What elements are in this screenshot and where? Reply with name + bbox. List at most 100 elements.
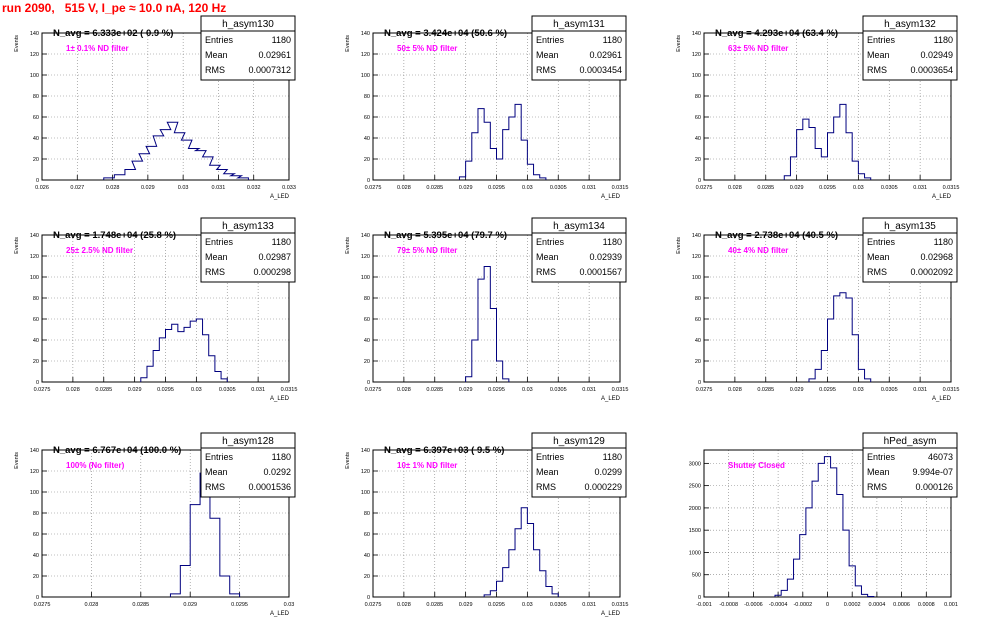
x-tick-label: 0.0285 xyxy=(426,185,443,191)
stat-name: RMS xyxy=(205,482,225,492)
y-tick-label: 40 xyxy=(364,136,370,142)
x-tick-label: 0.027 xyxy=(70,185,84,191)
stat-value: 0.000298 xyxy=(253,267,291,277)
x-tick-label: 0.03 xyxy=(191,387,202,393)
x-tick-label: 0.0295 xyxy=(819,387,836,393)
y-tick-label: 140 xyxy=(30,31,39,37)
stats-box xyxy=(531,217,627,283)
y-tick-label: 80 xyxy=(364,94,370,100)
y-tick-label: 60 xyxy=(695,317,701,323)
histogram-title: h_asym129 xyxy=(553,436,605,447)
x-tick-label: 0.031 xyxy=(251,387,265,393)
x-tick-label: 0.001 xyxy=(944,602,958,608)
navg-label: N_avg = 6.333e+02 ( 0.9 %) xyxy=(53,28,173,39)
y-tick-label: 80 xyxy=(33,296,39,302)
x-tick-label: 0.028 xyxy=(728,387,742,393)
stat-value: 0.0001567 xyxy=(579,267,622,277)
stat-name: Entries xyxy=(536,452,565,462)
navg-label: N_avg = 2.738e+04 (40.5 %) xyxy=(715,230,838,241)
x-tick-label: 0.028 xyxy=(397,602,411,608)
x-tick-label: 0.0315 xyxy=(612,185,629,191)
stat-value: 0.02961 xyxy=(258,50,291,60)
stat-name: RMS xyxy=(205,65,225,75)
y-axis-label: Events xyxy=(345,35,351,52)
run-title: run 2090, 515 V, I_pe ≈ 10.0 nA, 120 Hz xyxy=(2,1,227,15)
x-tick-label: 0.03 xyxy=(284,602,295,608)
filter-annotation: 10± 1% ND filter xyxy=(397,461,457,470)
y-axis-label: Events xyxy=(345,452,351,469)
y-tick-label: 40 xyxy=(33,553,39,559)
x-axis-label: A_LED xyxy=(270,611,290,617)
x-tick-label: 0.0275 xyxy=(365,185,382,191)
y-tick-label: 3000 xyxy=(689,461,701,467)
y-tick-label: 80 xyxy=(364,511,370,517)
y-axis-label: Events xyxy=(676,35,682,52)
y-tick-label: 1000 xyxy=(689,550,701,556)
stat-name: RMS xyxy=(867,267,887,277)
navg-label: N_avg = 4.293e+04 (63.4 %) xyxy=(715,28,838,39)
y-tick-label: 140 xyxy=(361,31,370,37)
x-tick-label: 0.029 xyxy=(790,185,804,191)
stat-name: RMS xyxy=(536,482,556,492)
x-tick-label: 0.0285 xyxy=(757,185,774,191)
y-tick-label: 40 xyxy=(364,553,370,559)
stat-value: 0.02961 xyxy=(589,50,622,60)
x-tick-label: 0.028 xyxy=(397,185,411,191)
y-tick-label: 80 xyxy=(364,296,370,302)
y-tick-label: 60 xyxy=(33,532,39,538)
y-tick-label: 120 xyxy=(30,469,39,475)
y-tick-label: 20 xyxy=(33,359,39,365)
x-tick-label: 0.0295 xyxy=(231,602,248,608)
stat-value: 1180 xyxy=(272,237,291,247)
stat-value: 1180 xyxy=(603,237,622,247)
x-tick-label: 0.0285 xyxy=(426,602,443,608)
stat-name: RMS xyxy=(536,65,556,75)
y-tick-label: 120 xyxy=(692,254,701,260)
stat-value: 0.000229 xyxy=(584,482,622,492)
stat-name: Mean xyxy=(867,50,890,60)
x-tick-label: 0.031 xyxy=(913,387,927,393)
filter-annotation: 63± 5% ND filter xyxy=(728,44,788,53)
stat-name: Mean xyxy=(536,467,559,477)
y-tick-label: 100 xyxy=(30,73,39,79)
y-tick-label: 120 xyxy=(692,52,701,58)
stat-value: 1180 xyxy=(603,35,622,45)
x-tick-label: 0.0305 xyxy=(550,387,567,393)
y-axis-label: Events xyxy=(676,237,682,254)
y-tick-label: 80 xyxy=(33,94,39,100)
stat-value: 0.0292 xyxy=(263,467,291,477)
y-tick-label: 80 xyxy=(695,296,701,302)
navg-label: N_avg = 3.424e+04 (50.6 %) xyxy=(384,28,507,39)
histogram-series xyxy=(808,292,872,382)
stat-value: 0.02949 xyxy=(920,50,953,60)
x-tick-label: 0.0295 xyxy=(488,387,505,393)
y-tick-label: 140 xyxy=(692,31,701,37)
y-tick-label: 100 xyxy=(30,490,39,496)
stat-name: Entries xyxy=(867,237,896,247)
x-tick-label: 0.0275 xyxy=(365,387,382,393)
y-tick-label: 20 xyxy=(33,574,39,580)
y-tick-label: 100 xyxy=(361,490,370,496)
x-tick-label: 0.028 xyxy=(106,185,120,191)
x-axis-label: A_LED xyxy=(270,396,290,402)
y-tick-label: 120 xyxy=(30,254,39,260)
y-tick-label: 100 xyxy=(30,275,39,281)
stat-name: Mean xyxy=(205,50,228,60)
stat-name: Entries xyxy=(536,237,565,247)
y-tick-label: 60 xyxy=(364,317,370,323)
stat-value: 1180 xyxy=(934,35,953,45)
y-tick-label: 20 xyxy=(695,157,701,163)
y-tick-label: 60 xyxy=(695,115,701,121)
histogram-title: h_asym132 xyxy=(884,19,936,30)
x-tick-label: 0.03 xyxy=(522,185,533,191)
stat-name: Entries xyxy=(205,35,234,45)
stat-value: 0.0007312 xyxy=(248,65,291,75)
plot-frame xyxy=(41,32,290,181)
histogram-series xyxy=(465,266,510,382)
filter-annotation: 79± 5% ND filter xyxy=(397,246,457,255)
x-tick-label: 0.0305 xyxy=(550,185,567,191)
x-tick-label: 0.0275 xyxy=(696,387,713,393)
x-tick-label: -0.0004 xyxy=(769,602,788,608)
x-tick-label: 0.031 xyxy=(582,602,596,608)
